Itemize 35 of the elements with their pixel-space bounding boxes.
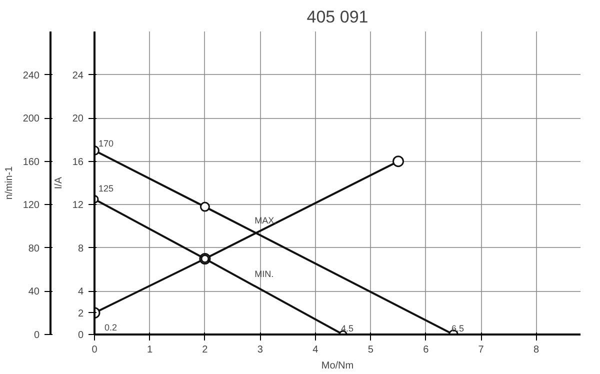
x-tick-label: 5	[368, 344, 374, 356]
y2-axis-title: n/min-1	[4, 166, 15, 200]
y2-tick-label: 80	[28, 243, 40, 254]
y-tick-label: 8	[78, 243, 84, 254]
y2-tick-label: 200	[22, 114, 40, 125]
y-tick-label: 16	[72, 156, 84, 168]
annotation: 0.2	[104, 322, 118, 332]
y-tick-label: 4	[78, 286, 84, 298]
y-tick-label: 12	[72, 200, 84, 212]
x-tick-label: 1	[146, 344, 153, 356]
y2-tick-label: 0	[34, 330, 40, 341]
x-tick-label: 8	[534, 344, 540, 356]
y-axis-title: I/A	[53, 176, 64, 190]
y2-tick-label: 40	[28, 286, 40, 298]
x-axis-title: Mo/Nm	[321, 360, 354, 372]
y2-tick-label: 160	[22, 156, 40, 168]
annotation: 6.5	[451, 324, 464, 334]
x-tick-label: 2	[202, 344, 208, 356]
x-tick-label: 3	[257, 344, 264, 356]
x-tick-label: 4	[312, 344, 319, 356]
series-label: MAX.	[254, 216, 277, 226]
y2-tick-label: 120	[22, 200, 40, 212]
annotation: 170	[98, 138, 114, 148]
y-tick-label: 20	[72, 114, 84, 125]
series-label: MIN.	[254, 269, 274, 280]
annotation: 4.5	[341, 324, 354, 334]
chart-title: 405 091	[306, 8, 368, 26]
y-tick-label: 0	[78, 330, 84, 341]
y2-tick-label: 240	[22, 70, 40, 82]
annotation: 125	[98, 184, 114, 194]
y-tick-label: 2	[78, 308, 84, 320]
x-tick-label: 7	[478, 344, 484, 356]
x-tick-label: 6	[423, 344, 430, 356]
x-tick-label: 0	[92, 344, 98, 356]
y-tick-label: 24	[72, 70, 84, 82]
